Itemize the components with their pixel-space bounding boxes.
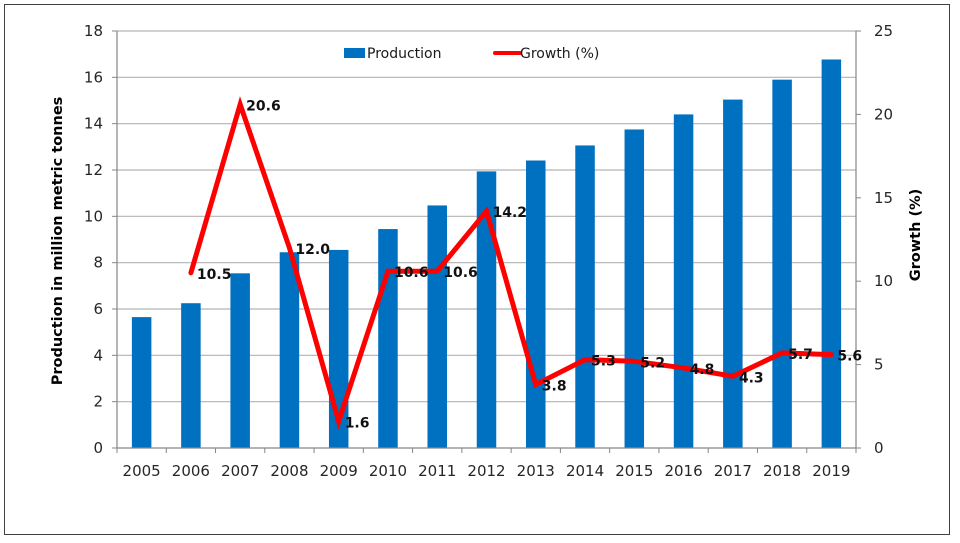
x-tick-label: 2008: [270, 462, 308, 480]
legend-production-label: Production: [367, 46, 441, 62]
production-bar-2006: [181, 303, 201, 448]
x-axis-ticks: 2005 2006 2007 2008 2009 2010 2011 2012 2013 2014…: [116, 448, 857, 480]
growth-line-path: [188, 96, 834, 430]
growth-label-2013: 3.8: [542, 379, 567, 395]
growth-label-2008: 12.0: [295, 242, 330, 258]
production-bars: [131, 59, 842, 449]
y-tick-label: 6: [93, 300, 103, 318]
production-bar-2016: [673, 114, 694, 449]
x-tick-label: 2019: [812, 462, 850, 480]
right-y-axis-title: Growth (%): [908, 189, 924, 282]
x-tick-label: 2010: [369, 462, 407, 480]
y-tick-label: 4: [93, 346, 103, 364]
growth-label-2019: 5.6: [837, 349, 862, 365]
y-tick-label: 10: [84, 207, 103, 225]
axes: [116, 31, 857, 449]
production-bar-2011: [427, 205, 447, 448]
production-bar-2005: [131, 317, 152, 448]
production-bar-2014: [575, 145, 595, 448]
y2-tick-label: 25: [874, 22, 893, 40]
y2-tick-label: 0: [874, 439, 884, 457]
x-tick-label: 2015: [615, 462, 653, 480]
growth-line: [188, 96, 834, 430]
production-bar-2013: [526, 160, 546, 449]
y-tick-label: 2: [93, 393, 103, 411]
x-tick-label: 2017: [714, 462, 752, 480]
growth-label-2007: 20.6: [246, 98, 281, 114]
y2-tick-label: 15: [874, 189, 893, 207]
y-tick-label: 14: [84, 115, 103, 133]
growth-label-2011: 10.6: [443, 265, 478, 281]
y2-tick-label: 20: [874, 105, 893, 123]
production-bar-2017: [723, 99, 743, 448]
legend: Production Growth (%): [344, 46, 599, 62]
growth-label-2012: 14.2: [493, 205, 528, 221]
legend-growth-label: Growth (%): [520, 46, 599, 62]
production-bar-2019: [821, 59, 842, 449]
x-tick-label: 2016: [664, 462, 702, 480]
y-tick-label: 12: [84, 161, 103, 179]
growth-label-2016: 4.8: [690, 362, 715, 378]
growth-label-2018: 5.7: [788, 347, 813, 363]
x-tick-label: 2009: [320, 462, 358, 480]
right-y-axis-ticks: 0 5 10 15 20 25: [856, 22, 893, 457]
chart-frame: [4, 4, 950, 535]
x-tick-label: 2011: [418, 462, 456, 480]
y-tick-label: 8: [93, 254, 103, 272]
growth-label-2015: 5.2: [640, 355, 665, 371]
production-bar-2010: [378, 229, 398, 448]
x-tick-label: 2014: [566, 462, 604, 480]
growth-label-2014: 5.3: [591, 354, 616, 370]
legend-production-swatch: [344, 48, 365, 58]
x-tick-label: 2006: [172, 462, 210, 480]
growth-label-2009: 1.6: [345, 415, 370, 431]
production-bar-2012: [476, 171, 497, 448]
growth-label-2006: 10.5: [197, 267, 232, 283]
y-tick-label: 16: [84, 68, 103, 86]
y2-tick-label: 5: [874, 356, 884, 374]
y2-tick-label: 10: [874, 272, 893, 290]
y-tick-label: 0: [93, 439, 103, 457]
left-y-axis-ticks: 0 2 4 6 8 10 12 14 16 18: [84, 22, 117, 457]
growth-data-labels: 10.5 20.6 12.0 1.6 10.6 10.6 14.2 3.8 5.3 5.2 4.8 4…: [197, 98, 862, 431]
y-tick-label: 18: [84, 22, 103, 40]
x-tick-label: 2007: [221, 462, 259, 480]
growth-label-2010: 10.6: [394, 265, 429, 281]
production-bar-2007: [230, 273, 250, 448]
growth-label-2017: 4.3: [739, 370, 764, 386]
x-tick-label: 2012: [467, 462, 505, 480]
x-tick-label: 2018: [763, 462, 801, 480]
left-y-axis-title: Production in million metric tonnes: [50, 97, 66, 386]
x-tick-label: 2013: [517, 462, 555, 480]
production-bar-2008: [279, 252, 300, 448]
production-bar-2018: [772, 79, 792, 449]
x-tick-label: 2005: [123, 462, 161, 480]
production-bar-2015: [624, 129, 645, 449]
